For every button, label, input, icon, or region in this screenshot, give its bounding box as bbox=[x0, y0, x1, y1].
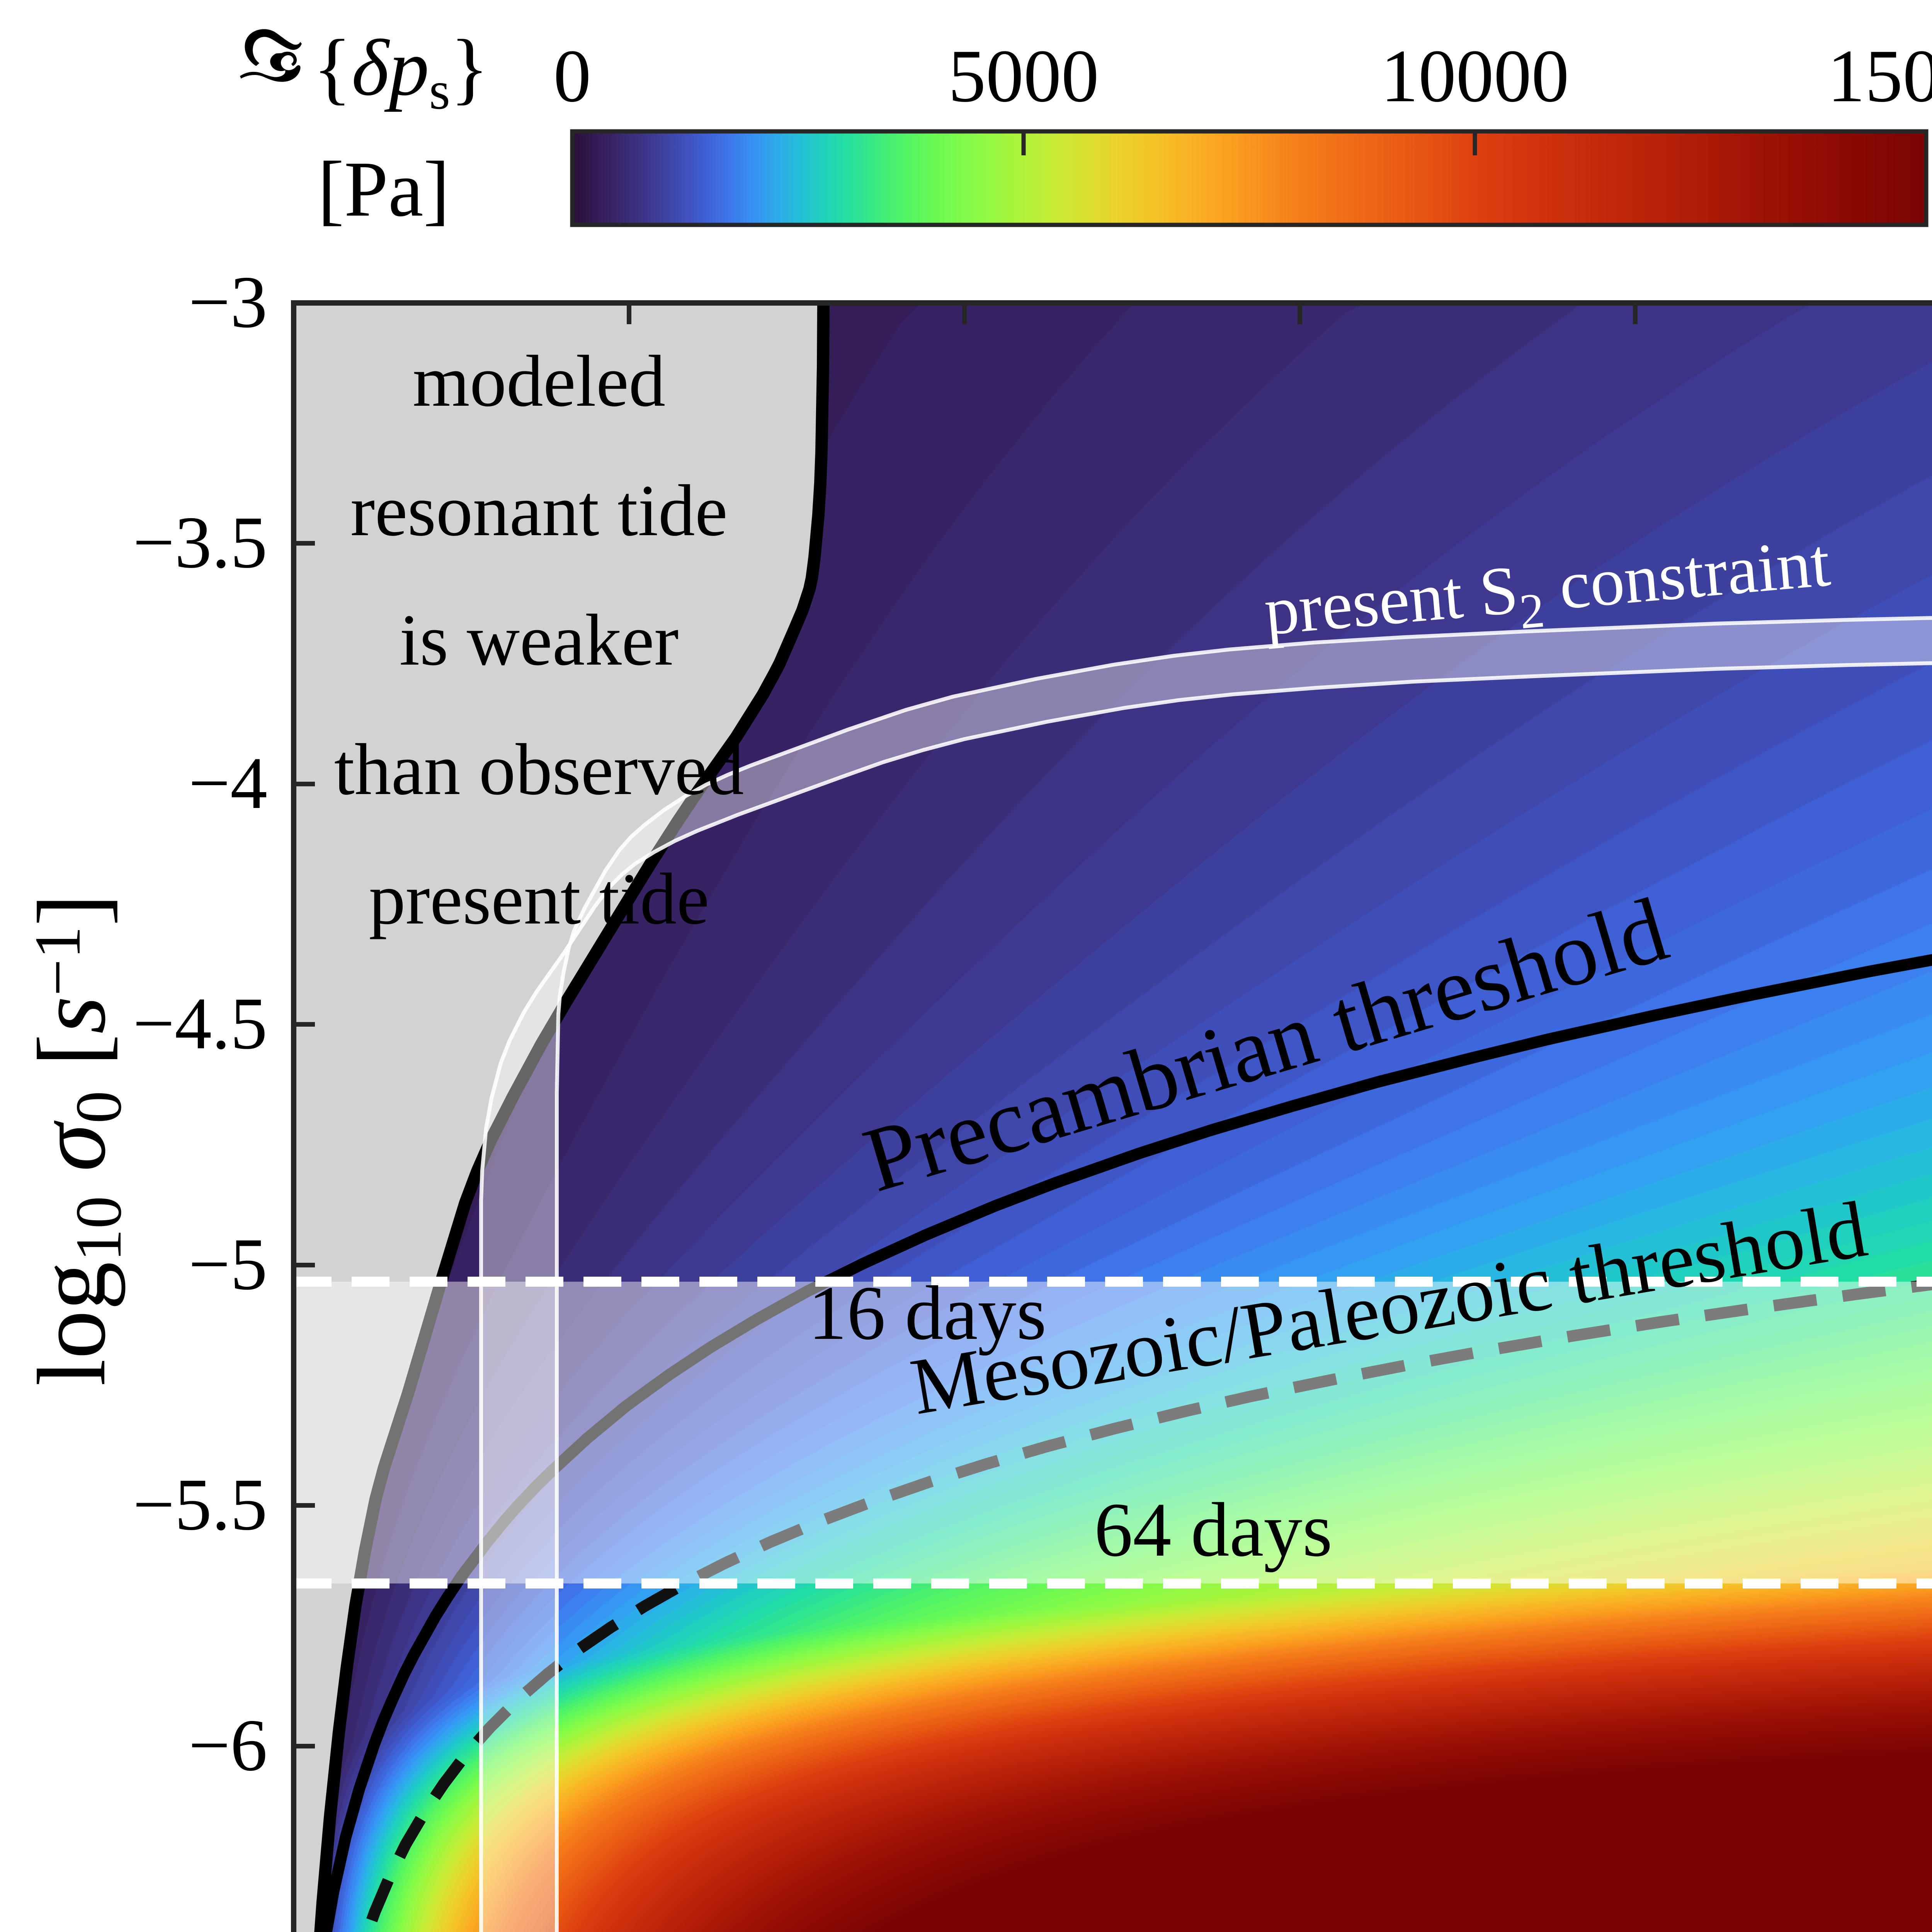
svg-text:modeled: modeled bbox=[413, 341, 665, 422]
svg-text:−6: −6 bbox=[189, 1704, 267, 1786]
svg-text:[Pa]: [Pa] bbox=[318, 145, 450, 233]
svg-text:−5.5: −5.5 bbox=[133, 1463, 267, 1546]
svg-text:−5: −5 bbox=[189, 1223, 267, 1305]
svg-text:0: 0 bbox=[553, 34, 591, 118]
svg-text:5000: 5000 bbox=[948, 34, 1099, 118]
svg-text:64 days: 64 days bbox=[1094, 1487, 1333, 1573]
svg-text:16 days: 16 days bbox=[808, 1270, 1047, 1356]
svg-text:−3.5: −3.5 bbox=[133, 501, 267, 583]
svg-text:−3: −3 bbox=[189, 261, 267, 343]
svg-text:−4: −4 bbox=[189, 742, 267, 824]
svg-text:is weaker: is weaker bbox=[400, 600, 679, 681]
svg-text:−4.5: −4.5 bbox=[133, 982, 267, 1065]
svg-text:10000: 10000 bbox=[1381, 34, 1569, 118]
svg-text:resonant tide: resonant tide bbox=[350, 470, 728, 551]
svg-text:than observed: than observed bbox=[334, 729, 744, 810]
svg-text:log10 σ0 [s−1]: log10 σ0 [s−1] bbox=[17, 894, 135, 1386]
svg-text:present tide: present tide bbox=[369, 859, 709, 940]
svg-text:{δps}: {δps} bbox=[313, 23, 489, 121]
svg-text:15000: 15000 bbox=[1827, 34, 1932, 118]
